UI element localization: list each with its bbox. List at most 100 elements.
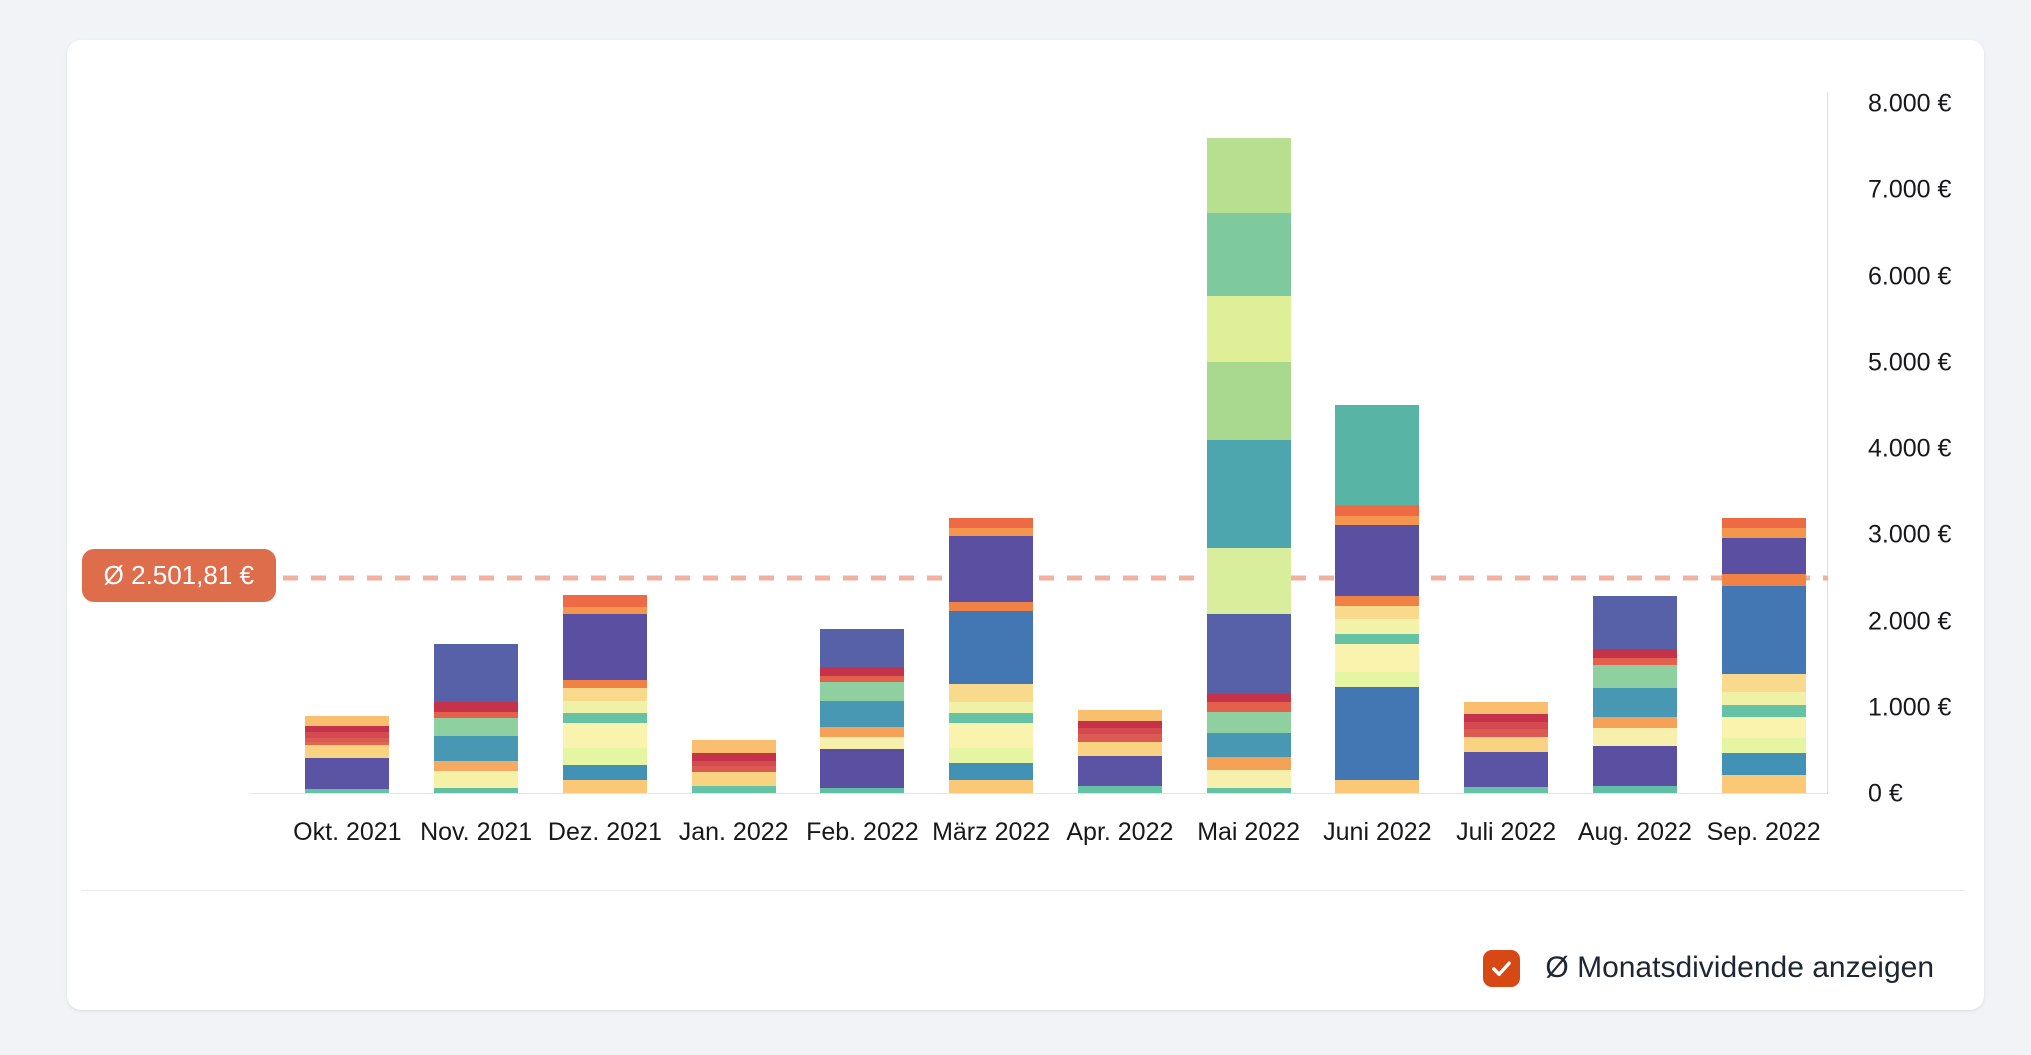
bar-segment xyxy=(1077,721,1162,729)
bar-segment xyxy=(820,701,905,728)
bar-segment xyxy=(820,667,905,677)
x-axis-label: Apr. 2022 xyxy=(1066,818,1174,846)
bar-segment xyxy=(820,676,905,683)
bar-segment xyxy=(1721,691,1806,705)
bar-segment xyxy=(1206,769,1291,788)
bar-segment xyxy=(1206,137,1291,214)
bar-segment xyxy=(1077,755,1162,787)
bar-Juli 2022[interactable] xyxy=(1464,702,1549,793)
x-axis-label: Mai 2022 xyxy=(1197,818,1301,846)
bar-segment xyxy=(434,787,519,793)
bar-segment xyxy=(1077,741,1162,756)
bar-segment xyxy=(434,711,519,718)
bar-segment xyxy=(1721,538,1806,574)
x-axis-label: Nov. 2021 xyxy=(420,818,533,846)
bar-segment xyxy=(1464,737,1549,753)
bar-segment xyxy=(562,764,647,781)
x-axis-label: Juni 2022 xyxy=(1323,818,1432,846)
bar-segment xyxy=(820,787,905,793)
bar-segment xyxy=(949,722,1034,748)
bar-segment xyxy=(1077,733,1162,742)
bar-segment xyxy=(562,747,647,765)
bar-segment xyxy=(562,614,647,680)
bar-segment xyxy=(1721,737,1806,753)
x-axis-label: Juli 2022 xyxy=(1456,818,1557,846)
bar-segment xyxy=(1077,728,1162,734)
bar-segment xyxy=(1721,518,1806,529)
bar-segment xyxy=(820,737,905,750)
bar-segment xyxy=(1464,702,1549,715)
bar-segment xyxy=(1077,710,1162,722)
bar-segment xyxy=(1335,516,1420,526)
bar-segment xyxy=(1335,404,1420,505)
bar-segment xyxy=(305,731,390,738)
bar-segment xyxy=(949,747,1034,763)
bar-segment xyxy=(1592,786,1677,793)
bar-Juni 2022[interactable] xyxy=(1335,404,1420,793)
bar-segment xyxy=(820,682,905,702)
bar-segment xyxy=(691,771,776,787)
bar-segment xyxy=(1206,702,1291,712)
bar-segment xyxy=(305,741,390,745)
plot-area: Ø 2.501,81 € Okt. 2021 Nov. 2021 Dez. 2021… xyxy=(81,90,1951,846)
bar-segment xyxy=(1464,786,1549,793)
bar-segment xyxy=(1592,745,1677,787)
bar-Apr. 2022[interactable] xyxy=(1077,710,1162,793)
bar-segment xyxy=(1464,729,1549,738)
bar-segment xyxy=(562,687,647,701)
bar-Mai 2022[interactable] xyxy=(1206,137,1291,793)
bar-segment xyxy=(305,725,390,732)
bar-segment xyxy=(1206,694,1291,703)
bar-segment xyxy=(820,749,905,788)
bar-segment xyxy=(1206,613,1291,695)
y-axis-tick-label: 0 € xyxy=(1868,779,1903,808)
bar-segment xyxy=(949,527,1034,537)
y-axis-tick-label: 2.000 € xyxy=(1868,607,1952,635)
bar-segment xyxy=(305,715,390,726)
bar-segment xyxy=(562,780,647,793)
x-axis-label: Okt. 2021 xyxy=(293,818,402,846)
bar-segment xyxy=(1464,722,1549,730)
bar-Okt. 2021[interactable] xyxy=(305,715,390,793)
x-axis-label: Aug. 2022 xyxy=(1577,818,1692,846)
average-dividend-badge: Ø 2.501,81 € xyxy=(81,549,276,603)
divider xyxy=(81,890,1964,891)
bar-segment xyxy=(820,727,905,738)
bar-segment xyxy=(305,737,390,742)
bar-segment xyxy=(691,740,776,753)
bar-segment xyxy=(305,788,390,793)
bar-segment xyxy=(1335,672,1420,688)
x-axis-label: Jan. 2022 xyxy=(678,818,789,846)
bar-Aug. 2022[interactable] xyxy=(1592,595,1677,793)
y-axis-tick-label: 1.000 € xyxy=(1868,693,1952,722)
bar-segment xyxy=(434,770,519,788)
bar-segment xyxy=(434,735,519,761)
bar-Sep. 2022[interactable] xyxy=(1721,518,1806,793)
bar-segment xyxy=(1206,787,1291,793)
monthly-dividend-checkbox[interactable] xyxy=(1483,949,1521,987)
bar-segment xyxy=(1592,595,1677,650)
bar-segment xyxy=(1464,752,1549,787)
bar-Jan. 2022[interactable] xyxy=(691,740,776,793)
bar-Dez. 2021[interactable] xyxy=(562,595,647,793)
bar-segment xyxy=(562,607,647,615)
bar-segment xyxy=(1206,296,1291,362)
bar-segment xyxy=(1592,687,1677,718)
bar-März 2022[interactable] xyxy=(949,517,1034,793)
bar-segment xyxy=(562,700,647,713)
x-axis-label: Dez. 2021 xyxy=(547,818,662,846)
bar-segment xyxy=(1335,643,1420,673)
bar-segment xyxy=(1721,716,1806,738)
bar-Nov. 2021[interactable] xyxy=(434,643,519,793)
bar-Feb. 2022[interactable] xyxy=(820,628,905,793)
bar-segment xyxy=(949,601,1034,611)
y-axis-line xyxy=(1827,92,1828,794)
chart-card: Ø 2.501,81 € Okt. 2021 Nov. 2021 Dez. 2021… xyxy=(67,40,1984,1010)
bar-segment xyxy=(949,701,1034,713)
bar-segment xyxy=(305,744,390,758)
x-axis-label: Feb. 2022 xyxy=(806,818,919,846)
bar-segment xyxy=(949,712,1034,723)
bar-segment xyxy=(1592,649,1677,658)
bar-segment xyxy=(949,610,1034,685)
